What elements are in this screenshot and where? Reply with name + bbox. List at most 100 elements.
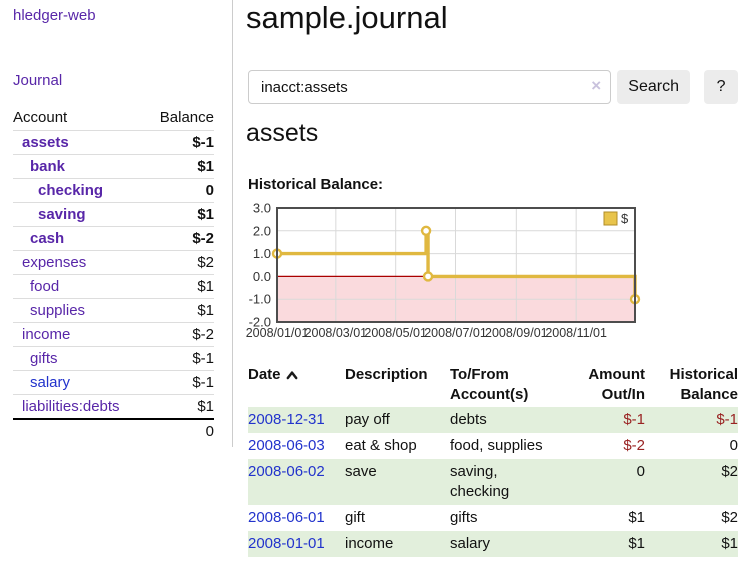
accounts-table: Account Balance assets $-1 bank $1 checking 0… xyxy=(13,106,214,443)
register-row: 2008-06-02 save saving, checking 0 $2 xyxy=(248,459,738,505)
account-heading: assets xyxy=(246,119,319,147)
register-row: 2008-01-01 income salary $1 $1 xyxy=(248,531,738,557)
sidebar-account-link-saving[interactable]: saving xyxy=(38,206,86,223)
svg-text:2008/01/01: 2008/01/01 xyxy=(246,326,309,340)
sort-ascending-icon xyxy=(286,371,297,380)
register-row: 2008-06-01 gift gifts $1 $2 xyxy=(248,505,738,531)
transaction-date-link[interactable]: 2008-12-31 xyxy=(248,411,325,428)
account-row: salary $-1 xyxy=(13,370,214,395)
sidebar-account-link-gifts[interactable]: gifts xyxy=(30,350,58,367)
description-cell: gift xyxy=(345,509,366,526)
accounts-cell: saving, checking xyxy=(450,459,565,505)
register-header-balance: Historical Balance xyxy=(669,366,738,403)
account-balance: $-1 xyxy=(146,130,214,155)
sidebar-item-journal[interactable]: Journal xyxy=(13,72,63,89)
register-row: 2008-12-31 pay off debts $-1 $-1 xyxy=(248,407,738,433)
svg-text:2008/05/01: 2008/05/01 xyxy=(364,326,427,340)
svg-text:2008/03/01: 2008/03/01 xyxy=(305,326,368,340)
svg-text:3.0: 3.0 xyxy=(253,202,271,216)
sidebar-account-link-food[interactable]: food xyxy=(30,278,60,295)
account-balance: $-2 xyxy=(146,226,214,251)
balance-cell: 0 xyxy=(729,437,738,454)
svg-text:-2.0: -2.0 xyxy=(249,315,271,330)
svg-text:$: $ xyxy=(621,211,629,226)
transaction-date-link[interactable]: 2008-06-02 xyxy=(248,463,325,480)
register-tbody: 2008-12-31 pay off debts $-1 $-1 2008-06-03 ea… xyxy=(248,407,738,557)
account-balance: 0 xyxy=(146,178,214,203)
accounts-cell: salary xyxy=(450,531,565,557)
balance-cell: $-1 xyxy=(645,407,738,433)
accounts-header-account: Account xyxy=(13,109,68,126)
svg-text:2008/11/01: 2008/11/01 xyxy=(545,326,607,340)
app-brand-link[interactable]: hledger-web xyxy=(13,7,96,24)
register-header-accounts: To/From Account(s) xyxy=(450,366,529,403)
balance-cell: $2 xyxy=(721,509,738,526)
balance-chart: 3.0 2.0 1.0 0.0 -1.0 -2.02008/01/012008/03/01… xyxy=(246,202,641,340)
account-balance: $1 xyxy=(146,298,214,323)
page-title: sample.journal xyxy=(246,0,448,35)
accounts-tbody: assets $-1 bank $1 checking 0 saving $1 cash $-2 e… xyxy=(13,130,214,419)
sidebar: hledger-web Journal Account Balance asse… xyxy=(0,0,233,447)
account-balance: $-2 xyxy=(146,322,214,347)
transaction-date-link[interactable]: 2008-01-01 xyxy=(248,535,325,552)
sidebar-account-link-bank[interactable]: bank xyxy=(30,158,66,175)
transaction-date-link[interactable]: 2008-06-03 xyxy=(248,437,325,454)
account-row: bank $1 xyxy=(13,154,214,179)
sidebar-account-link-liabilities-debts[interactable]: liabilities:debts xyxy=(22,398,120,415)
sidebar-account-link-income[interactable]: income xyxy=(22,326,71,343)
svg-text:1.0: 1.0 xyxy=(253,246,271,261)
register-header-amount: Amount Out/In xyxy=(588,366,645,403)
search-bar: × Search ? xyxy=(248,70,738,104)
accounts-cell: gifts xyxy=(450,509,478,526)
description-cell: save xyxy=(345,459,450,505)
chart-title: Historical Balance: xyxy=(248,176,384,193)
sidebar-account-link-assets[interactable]: assets xyxy=(22,134,69,151)
help-button[interactable]: ? xyxy=(704,70,738,104)
svg-text:2008/07/01: 2008/07/01 xyxy=(424,326,487,340)
accounts-cell: food, supplies xyxy=(450,437,543,454)
description-cell: income xyxy=(345,531,450,557)
svg-text:2008/09/01: 2008/09/01 xyxy=(485,326,548,340)
amount-cell: $1 xyxy=(628,509,645,526)
account-row: checking 0 xyxy=(13,178,214,203)
sidebar-account-link-salary[interactable]: salary xyxy=(30,374,71,391)
search-button[interactable]: Search xyxy=(617,70,691,104)
search-input[interactable] xyxy=(248,70,612,104)
sidebar-account-link-checking[interactable]: checking xyxy=(38,182,104,199)
account-row: liabilities:debts $1 xyxy=(13,394,214,419)
amount-cell: $-2 xyxy=(623,437,645,454)
sidebar-account-link-supplies[interactable]: supplies xyxy=(30,302,86,319)
register-table: Date Description To/From Account(s) Amou… xyxy=(248,363,738,557)
amount-cell: $-1 xyxy=(565,407,645,433)
balance-cell: $1 xyxy=(645,531,738,557)
description-cell: eat & shop xyxy=(345,437,417,454)
accounts-total-row: 0 xyxy=(13,418,214,443)
account-row: saving $1 xyxy=(13,202,214,227)
clear-search-icon[interactable]: × xyxy=(591,76,602,95)
description-cell: pay off xyxy=(345,407,450,433)
amount-cell: 0 xyxy=(565,459,645,505)
transaction-date-link[interactable]: 2008-06-01 xyxy=(248,509,325,526)
account-balance: $-1 xyxy=(146,346,214,371)
account-row: gifts $-1 xyxy=(13,346,214,371)
account-balance: $1 xyxy=(146,154,214,179)
account-balance: $2 xyxy=(146,250,214,275)
account-balance: $-1 xyxy=(146,370,214,395)
account-row: expenses $2 xyxy=(13,250,214,275)
accounts-total-value: 0 xyxy=(146,418,214,443)
register-row: 2008-06-03 eat & shop food, supplies $-2 0 xyxy=(248,433,738,459)
sidebar-account-link-cash[interactable]: cash xyxy=(30,230,65,247)
account-row: assets $-1 xyxy=(13,130,214,155)
register-header-date[interactable]: Date xyxy=(248,363,345,407)
accounts-cell: debts xyxy=(450,407,565,433)
sidebar-account-link-expenses[interactable]: expenses xyxy=(22,254,87,271)
account-row: supplies $1 xyxy=(13,298,214,323)
balance-cell: $2 xyxy=(645,459,738,505)
account-row: food $1 xyxy=(13,274,214,299)
accounts-header-balance: Balance xyxy=(159,109,214,126)
account-balance: $1 xyxy=(146,394,214,419)
svg-text:2.0: 2.0 xyxy=(253,223,271,238)
account-row: income $-2 xyxy=(13,322,214,347)
account-balance: $1 xyxy=(146,274,214,299)
amount-cell: $1 xyxy=(565,531,645,557)
